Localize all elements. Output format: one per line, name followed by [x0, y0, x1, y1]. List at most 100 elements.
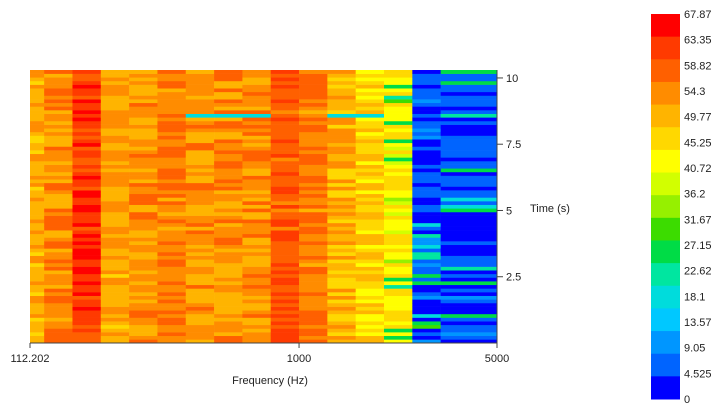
heatmap-cell — [299, 317, 328, 322]
heatmap-cell — [44, 102, 73, 107]
heatmap-cell — [412, 255, 441, 260]
heatmap-cell — [214, 135, 243, 140]
heatmap-cell — [157, 164, 187, 169]
heatmap-cell — [30, 201, 45, 205]
heatmap-cell — [242, 248, 272, 253]
heatmap-cell — [214, 281, 243, 286]
heatmap-cell — [30, 295, 45, 300]
heatmap-cell — [412, 168, 441, 173]
heatmap-cell — [384, 142, 413, 147]
heatmap-cell — [214, 95, 243, 100]
heatmap-cell — [185, 128, 215, 133]
heatmap-cell — [157, 292, 187, 296]
heatmap-cell — [242, 73, 272, 78]
heatmap-cell — [214, 193, 243, 198]
heatmap-cell — [270, 324, 300, 329]
heatmap-cell — [384, 135, 413, 140]
heatmap-cell — [384, 255, 413, 260]
heatmap-cell — [327, 95, 356, 100]
heatmap-cell — [299, 146, 328, 151]
heatmap-cell — [157, 230, 187, 235]
heatmap-cell — [242, 102, 272, 107]
heatmap-cell — [214, 131, 243, 136]
heatmap-cell — [72, 211, 102, 216]
heatmap-cell — [157, 131, 187, 136]
heatmap-cell — [412, 244, 441, 249]
heatmap-cell — [327, 335, 356, 340]
heatmap-cell — [384, 317, 413, 322]
heatmap-cell — [129, 222, 158, 227]
heatmap-cell — [185, 310, 215, 315]
heatmap-cell — [214, 120, 243, 125]
heatmap-cell — [299, 175, 328, 180]
heatmap-cell — [157, 84, 187, 89]
heatmap-cell — [157, 288, 187, 293]
heatmap-cell — [270, 73, 300, 78]
heatmap-cell — [270, 335, 300, 340]
heatmap-cell — [72, 215, 102, 220]
heatmap-cell — [384, 182, 413, 187]
heatmap-cell — [129, 281, 158, 286]
heatmap-cell — [214, 211, 243, 216]
heatmap-cell — [157, 208, 187, 213]
heatmap-cell — [412, 150, 441, 155]
heatmap-cell — [242, 328, 272, 333]
heatmap-cell — [440, 117, 498, 122]
heatmap-cell — [30, 146, 45, 151]
colorbar-label: 22.62 — [684, 266, 712, 278]
heatmap-cell — [214, 321, 243, 326]
heatmap-cell — [100, 248, 130, 253]
heatmap-cell — [44, 175, 73, 180]
heatmap-cell — [355, 233, 385, 238]
heatmap-cell — [185, 237, 215, 242]
heatmap-cell — [412, 175, 441, 180]
heatmap-cell — [185, 241, 215, 246]
heatmap-cell — [327, 292, 356, 296]
heatmap-cell — [30, 226, 45, 231]
heatmap-cell — [30, 190, 45, 195]
heatmap-cell — [214, 262, 243, 267]
heatmap-cell — [355, 215, 385, 220]
colorbar-swatch — [651, 217, 680, 241]
heatmap-cell — [214, 230, 243, 235]
colorbar-label: 67.87 — [684, 9, 712, 21]
heatmap-cell — [355, 131, 385, 136]
heatmap-cell — [214, 237, 243, 242]
heatmap-cell — [242, 88, 272, 93]
heatmap-cell — [30, 270, 45, 275]
heatmap-cell — [129, 313, 158, 318]
heatmap-cell — [30, 281, 45, 286]
heatmap-cell — [214, 295, 243, 300]
heatmap-cell — [384, 106, 413, 111]
heatmap-cell — [299, 204, 328, 209]
heatmap-cell — [440, 193, 498, 198]
heatmap-cell — [30, 255, 45, 260]
heatmap-cell — [214, 208, 243, 213]
heatmap-cell — [270, 113, 300, 118]
heatmap-cell — [440, 95, 498, 100]
heatmap-cell — [412, 171, 441, 176]
heatmap-cell — [44, 270, 73, 275]
heatmap-cell — [157, 157, 187, 162]
heatmap-cell — [129, 179, 158, 184]
y-ticks: 2.5 5 7.5 10 — [497, 73, 521, 284]
heatmap-cell — [72, 204, 102, 209]
heatmap-cell — [100, 241, 130, 246]
heatmap-cell — [299, 237, 328, 242]
heatmap-cell — [384, 120, 413, 125]
heatmap-cell — [185, 80, 215, 85]
heatmap-cell — [355, 262, 385, 267]
heatmap-cell — [129, 84, 158, 89]
heatmap-cell — [30, 150, 45, 155]
heatmap-cell — [327, 193, 356, 198]
heatmap-cell — [270, 230, 300, 235]
heatmap-cell — [440, 106, 498, 111]
heatmap-cell — [384, 99, 413, 104]
heatmap-cell — [157, 226, 187, 231]
heatmap-cell — [384, 77, 413, 82]
heatmap-cell — [72, 288, 102, 293]
heatmap-cell — [157, 117, 187, 122]
heatmap-cell — [157, 128, 187, 133]
heatmap-cell — [157, 88, 187, 93]
heatmap-cell — [157, 110, 187, 114]
